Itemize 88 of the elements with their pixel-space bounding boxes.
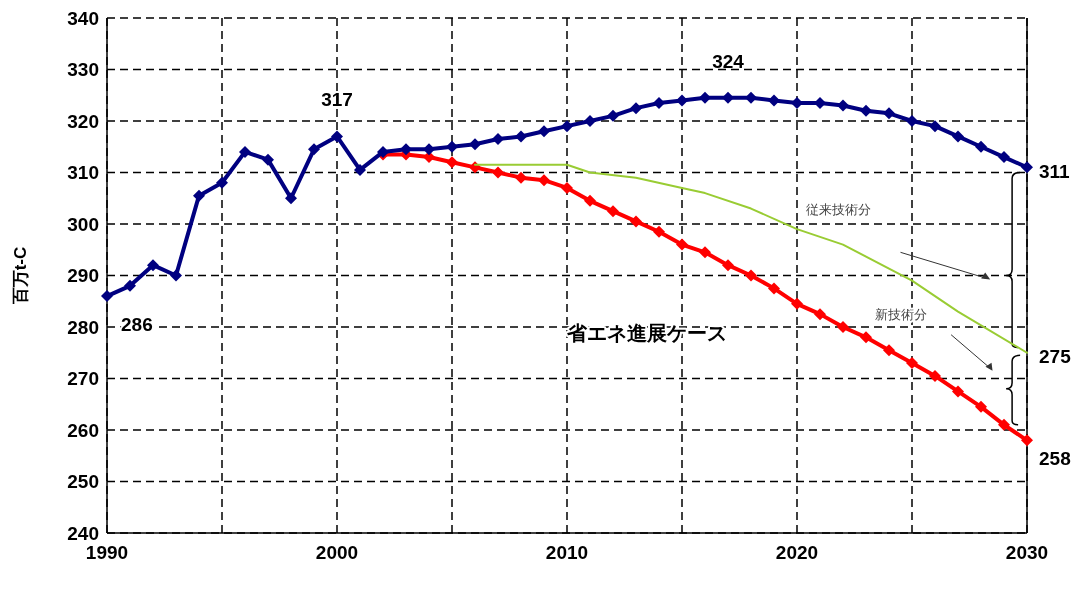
y-tick-label: 300 bbox=[67, 213, 99, 235]
point bbox=[929, 369, 941, 382]
point bbox=[768, 94, 780, 107]
point bbox=[630, 102, 642, 115]
point bbox=[722, 259, 734, 272]
y-tick-label: 340 bbox=[67, 7, 99, 29]
point bbox=[653, 96, 665, 109]
point bbox=[929, 120, 941, 133]
point bbox=[147, 259, 159, 272]
point bbox=[837, 321, 849, 333]
y-tick-label: 310 bbox=[67, 162, 99, 184]
x-tick-label: 2020 bbox=[775, 542, 819, 563]
point bbox=[768, 282, 780, 295]
point bbox=[216, 176, 228, 189]
point bbox=[538, 174, 550, 187]
point bbox=[952, 385, 964, 398]
point bbox=[308, 143, 320, 156]
point bbox=[676, 94, 688, 107]
point bbox=[193, 189, 205, 202]
point bbox=[607, 205, 619, 218]
annotation: 従来技術分 bbox=[806, 201, 872, 217]
point bbox=[906, 357, 918, 370]
point bbox=[492, 166, 504, 179]
point bbox=[561, 120, 573, 133]
point bbox=[975, 400, 987, 413]
point bbox=[538, 125, 550, 138]
point bbox=[998, 151, 1010, 164]
point bbox=[1021, 434, 1033, 447]
y-tick-label: 320 bbox=[67, 110, 99, 132]
x-tick-label: 2030 bbox=[1005, 542, 1049, 563]
point bbox=[676, 238, 688, 251]
y-tick-label: 260 bbox=[67, 419, 99, 441]
annotation: 317 bbox=[321, 89, 353, 111]
point bbox=[699, 91, 711, 104]
point bbox=[814, 308, 826, 321]
y-tick-label: 330 bbox=[67, 59, 99, 81]
point bbox=[584, 115, 596, 127]
x-tick-label: 1990 bbox=[85, 542, 129, 563]
y-tick-label: 240 bbox=[67, 522, 99, 544]
point bbox=[262, 153, 274, 166]
y-tick-label: 270 bbox=[67, 368, 99, 390]
point bbox=[446, 156, 458, 169]
point bbox=[446, 140, 458, 153]
annotation: 311 bbox=[1039, 161, 1071, 182]
point bbox=[975, 140, 987, 153]
point bbox=[101, 290, 113, 303]
point bbox=[653, 225, 665, 238]
point bbox=[285, 192, 297, 205]
y-axis-title: 百万t-C bbox=[11, 246, 30, 306]
y-tick-label: 250 bbox=[67, 471, 99, 493]
y-tick-label: 280 bbox=[67, 316, 99, 338]
point bbox=[906, 115, 918, 127]
point bbox=[423, 143, 435, 156]
x-tick-label: 2000 bbox=[315, 542, 359, 563]
point bbox=[515, 130, 527, 143]
point bbox=[400, 143, 412, 156]
point bbox=[837, 99, 849, 112]
point bbox=[584, 194, 596, 207]
point bbox=[607, 109, 619, 122]
annotation: 258 bbox=[1039, 447, 1071, 469]
point bbox=[630, 215, 642, 228]
point bbox=[860, 331, 872, 344]
point bbox=[699, 246, 711, 259]
point bbox=[883, 107, 895, 120]
point bbox=[745, 91, 757, 104]
point bbox=[1021, 161, 1033, 174]
point bbox=[561, 181, 573, 194]
point bbox=[239, 145, 251, 158]
annotation: 275 bbox=[1039, 346, 1072, 368]
point bbox=[745, 269, 757, 282]
point bbox=[998, 418, 1010, 431]
annotation: 省エネ進展ケース bbox=[566, 321, 727, 344]
point bbox=[469, 138, 481, 151]
point bbox=[331, 130, 343, 143]
point bbox=[515, 171, 527, 184]
point bbox=[860, 104, 872, 117]
point bbox=[354, 163, 366, 176]
y-tick-label: 290 bbox=[67, 265, 99, 287]
annotation: 新技術分 bbox=[875, 307, 928, 323]
point bbox=[883, 344, 895, 357]
x-tick-label: 2010 bbox=[545, 542, 589, 563]
point bbox=[124, 279, 136, 292]
point bbox=[791, 297, 803, 310]
point bbox=[722, 91, 734, 104]
annotation: 324 bbox=[712, 50, 745, 72]
point bbox=[952, 130, 964, 143]
point bbox=[492, 133, 504, 146]
point bbox=[170, 269, 182, 282]
